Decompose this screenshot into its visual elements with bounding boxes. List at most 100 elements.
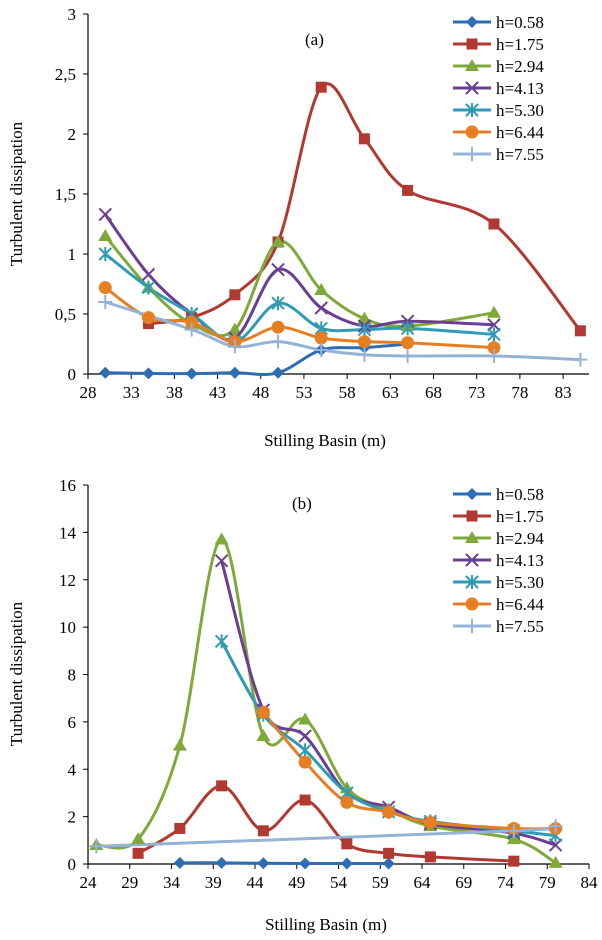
- legend-label: h=2.94: [496, 57, 544, 76]
- legend-label: h=5.30: [496, 101, 544, 120]
- data-point-h=7.55: [486, 349, 501, 363]
- data-point-h=0.58: [299, 857, 312, 870]
- y-tick-label: 2: [68, 125, 77, 144]
- legend-marker: [465, 531, 479, 543]
- data-point-h=5.30: [487, 327, 501, 342]
- data-point-h=0.58: [382, 857, 395, 870]
- x-tick-label: 53: [295, 383, 312, 402]
- data-point-h=6.44: [382, 805, 396, 819]
- x-tick-label: 74: [497, 873, 515, 892]
- legend-label: h=6.44: [496, 595, 544, 614]
- legend-marker: [465, 81, 479, 95]
- legend-b: h=0.58 h=1.75 h=2.94 h=4.13 h=5.30 h=6.44 h=7.…: [453, 485, 544, 636]
- data-point-h=0.58: [185, 367, 198, 380]
- data-point-h=2.94: [486, 305, 501, 318]
- data-point-h=2.94: [548, 855, 563, 868]
- data-point-h=7.55: [271, 334, 286, 349]
- x-tick-label: 79: [539, 873, 556, 892]
- legend-label: h=2.94: [496, 529, 544, 548]
- x-tick-label: 54: [330, 873, 348, 892]
- legend-label: h=6.44: [496, 123, 544, 142]
- data-point-h=5.30: [400, 321, 415, 336]
- data-point-h=5.30: [271, 296, 285, 311]
- data-point-h=6.44: [401, 336, 415, 350]
- legend-marker: [465, 59, 479, 71]
- y-tick-label: 1,5: [55, 185, 76, 204]
- data-point-h=6.44: [423, 816, 437, 830]
- x-tick-label: 69: [455, 873, 472, 892]
- axes-a: 0 0,5 1 1,5 2 2,5 3 28 33 38 43 48 53 58 63 68 73 78 83: [55, 5, 589, 402]
- data-point-h=2.94: [298, 712, 313, 725]
- data-point-h=1.75: [315, 81, 327, 93]
- x-tick-label: 38: [166, 383, 183, 402]
- data-point-h=2.94: [172, 738, 187, 751]
- legend-label: h=7.55: [496, 617, 544, 636]
- data-point-h=6.44: [271, 320, 285, 334]
- data-point-h=2.94: [214, 532, 229, 545]
- data-point-h=7.55: [314, 343, 329, 357]
- legend-label: h=1.75: [496, 507, 544, 526]
- legend-label: h=7.55: [496, 145, 544, 164]
- data-point-h=1.75: [488, 218, 500, 230]
- data-point-h=0.58: [142, 367, 155, 380]
- series-markers-b: [89, 532, 563, 870]
- data-point-h=2.94: [271, 235, 286, 247]
- legend-a: h=0.58 h=1.75 h=2.94 h=4.13 h=5.30 h=6.44 h=7.…: [453, 13, 544, 164]
- x-axis-label-b: Stilling Basin (m): [265, 915, 387, 934]
- x-tick-label: 34: [163, 873, 181, 892]
- data-point-h=0.58: [99, 366, 112, 379]
- x-tick-label: 83: [555, 383, 572, 402]
- x-tick-label: 28: [80, 383, 97, 402]
- data-point-h=7.55: [184, 322, 199, 337]
- x-tick-label: 68: [425, 383, 442, 402]
- series-line-h=2.94: [96, 537, 557, 865]
- legend-marker: [466, 510, 478, 522]
- y-tick-label: 10: [59, 618, 76, 637]
- y-tick-label: 1: [68, 245, 77, 264]
- legend-marker: [465, 147, 479, 161]
- legend-label: h=4.13: [496, 551, 544, 570]
- legend-marker: [466, 38, 478, 50]
- data-point-h=6.44: [185, 315, 199, 329]
- data-point-h=1.75: [508, 855, 520, 867]
- x-tick-label: 58: [339, 383, 356, 402]
- legend-marker: [465, 597, 479, 611]
- data-point-h=4.13: [487, 318, 501, 332]
- x-tick-label: 49: [288, 873, 305, 892]
- y-tick-label: 2,5: [55, 65, 76, 84]
- data-point-h=2.94: [357, 311, 372, 324]
- data-point-h=1.75: [229, 289, 241, 301]
- data-point-h=1.75: [174, 822, 186, 834]
- x-tick-label: 64: [414, 873, 432, 892]
- legend-marker: [465, 575, 479, 589]
- series-markers-a: [98, 81, 588, 380]
- x-tick-label: 73: [468, 383, 485, 402]
- x-tick-label: 48: [252, 383, 269, 402]
- data-point-h=7.55: [400, 349, 415, 363]
- data-point-h=6.44: [256, 705, 270, 719]
- y-axis-label-a: Turbulent dissipation: [7, 121, 26, 266]
- y-tick-label: 6: [68, 713, 77, 732]
- data-point-h=2.94: [314, 283, 329, 295]
- data-point-h=2.94: [506, 832, 521, 845]
- data-point-h=6.44: [314, 331, 328, 345]
- legend-label: h=4.13: [496, 79, 544, 98]
- panel-label-a: (a): [305, 30, 324, 49]
- series-line-h=0.58: [179, 861, 389, 866]
- data-point-h=1.75: [358, 133, 370, 145]
- series-line-h=1.75: [148, 82, 582, 332]
- legend-marker: [465, 103, 479, 117]
- data-point-h=4.13: [141, 267, 156, 282]
- data-point-h=1.75: [424, 851, 436, 863]
- data-point-h=6.44: [487, 341, 501, 355]
- data-point-h=5.30: [298, 743, 312, 758]
- data-point-h=2.94: [256, 729, 271, 742]
- y-tick-label: 16: [59, 476, 76, 495]
- data-point-h=6.44: [141, 311, 155, 325]
- x-tick-label: 84: [581, 873, 599, 892]
- data-point-h=6.44: [340, 795, 354, 809]
- y-tick-label: 0: [68, 365, 77, 384]
- legend-label: h=5.30: [496, 573, 544, 592]
- y-tick-label: 2: [68, 808, 77, 827]
